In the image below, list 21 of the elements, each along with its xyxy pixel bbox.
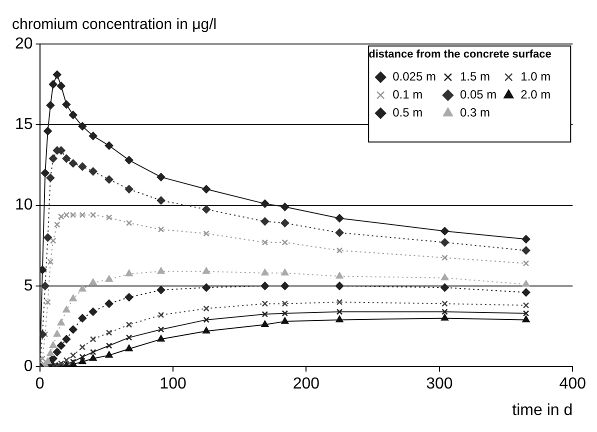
x-tick-label: 400 — [559, 376, 586, 393]
y-tick-label: 10 — [15, 196, 33, 214]
legend-label: 0.3 m — [460, 106, 490, 120]
y-tick-label: 20 — [15, 35, 33, 52]
x-tick-label: 300 — [426, 376, 453, 393]
legend-label: 0.025 m — [392, 70, 436, 84]
x-tick-label: 200 — [292, 376, 320, 393]
legend-label: 0.05 m — [460, 88, 497, 102]
y-tick-label: 0 — [24, 358, 33, 376]
legend-label: 0.5 m — [392, 106, 423, 120]
legend-label: 1.5 m — [460, 70, 490, 84]
legend-label: 2.0 m — [520, 88, 551, 102]
legend-title: distance from the concrete surface — [368, 48, 552, 61]
x-tick-label: 100 — [160, 376, 186, 393]
y-tick-label: 5 — [24, 277, 33, 294]
y-axis-title: chromium concentration in μg/l — [12, 16, 217, 34]
x-tick-label: 0 — [35, 376, 44, 393]
x-axis-title: time in d — [512, 402, 573, 419]
legend-label: 1.0 m — [520, 70, 551, 84]
legend-label: 0.1 m — [392, 88, 423, 102]
y-tick-label: 15 — [15, 116, 33, 134]
